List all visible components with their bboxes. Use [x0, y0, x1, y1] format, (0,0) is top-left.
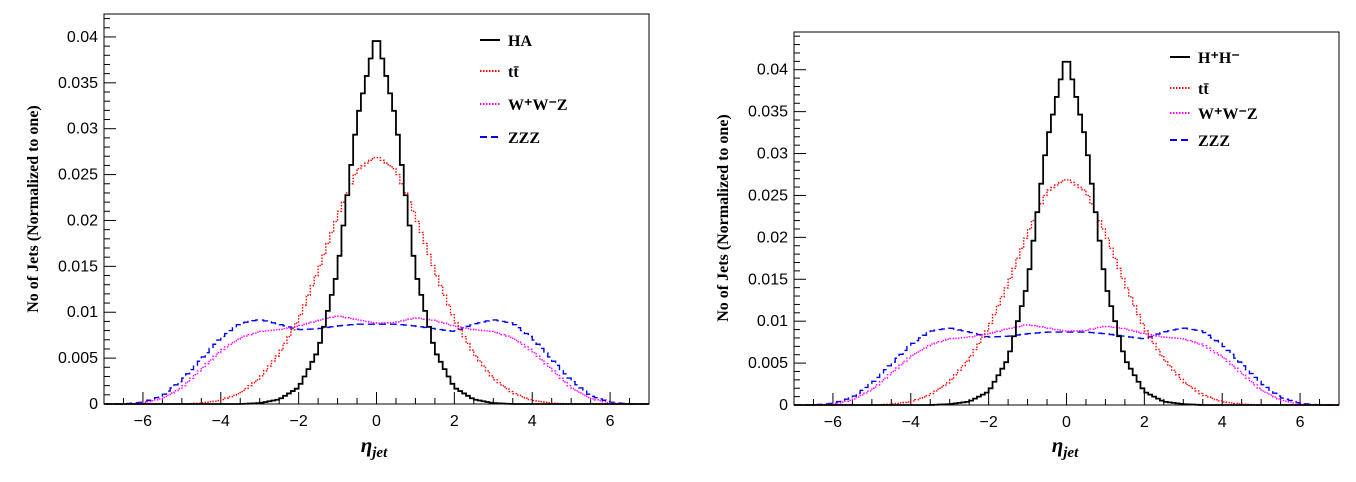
left-x-axis-label: ηjet: [361, 433, 388, 461]
left-x-tick-label: −4: [212, 413, 230, 430]
left-y-tick-label: 0.035: [58, 75, 98, 92]
left-series-line-0: [104, 40, 649, 405]
right-x-tick-label: −4: [902, 414, 920, 431]
right-y-tick-label: 0.03: [757, 146, 788, 163]
left-y-tick-label: 0.02: [67, 212, 98, 229]
left-y-tick-label: 0: [89, 396, 98, 413]
left-y-tick-label: 0.005: [58, 350, 98, 367]
left-y-ticks: 0 0.005 0.01 0.015 0.02 0.025 0.03 0.035 0.04: [58, 18, 116, 413]
right-series-line-1: [794, 179, 1339, 406]
right-x-tick-label: 0: [1062, 414, 1071, 431]
left-series-line-2: [104, 315, 649, 405]
right-legend-label-1: tt̄: [1198, 81, 1209, 98]
left-series-line-1: [104, 156, 649, 405]
left-series-line-3: [104, 319, 649, 405]
right-y-tick-label: 0.025: [748, 187, 788, 204]
left-legend-label-0: HA: [508, 33, 532, 50]
right-y-tick-label: 0.035: [748, 104, 788, 121]
left-y-axis-label: No of Jets (Normalized to one): [25, 105, 42, 313]
right-x-tick-label: 4: [1218, 414, 1227, 431]
left-y-tick-label: 0.015: [58, 258, 98, 275]
left-y-tick-label: 0.01: [67, 304, 98, 321]
right-y-tick-label: 0.01: [757, 313, 788, 330]
right-x-tick-label: −2: [980, 414, 998, 431]
right-legend-label-3: ZZZ: [1198, 133, 1230, 150]
right-legend-label-0: H⁺H⁻: [1198, 50, 1240, 67]
right-chart: 0 0.005 0.01 0.015 0.02 0.025 0.03 0.035 0.04 −6…: [715, 31, 1340, 461]
left-plot-frame: [103, 13, 650, 405]
left-x-tick-label: 2: [450, 413, 459, 430]
left-x-tick-label: −6: [134, 413, 152, 430]
left-legend-label-1: tt̄: [508, 64, 519, 81]
right-x-tick-label: 2: [1140, 414, 1149, 431]
right-legend: H⁺H⁻ tt̄ W⁺W⁻Z ZZZ: [1170, 50, 1258, 150]
right-legend-label-2: W⁺W⁻Z: [1198, 106, 1258, 123]
left-x-tick-label: 0: [372, 413, 381, 430]
right-series-line-0: [794, 60, 1339, 406]
left-y-tick-label: 0.025: [58, 167, 98, 184]
left-chart: 0 0.005 0.01 0.015 0.02 0.025 0.03 0.035 0.04 −6…: [25, 13, 650, 461]
right-x-ticks: −6 −4 −2 0 2 4 6: [793, 393, 1340, 431]
right-series-line-2: [794, 324, 1339, 406]
left-x-tick-label: 6: [606, 413, 615, 430]
right-y-tick-label: 0.005: [748, 355, 788, 372]
left-legend: HA tt̄ W⁺W⁻Z ZZZ: [480, 33, 568, 147]
right-y-tick-label: 0.02: [757, 229, 788, 246]
right-y-axis-label: No of Jets (Normalized to one): [715, 114, 732, 322]
right-x-axis-label: ηjet: [1052, 433, 1079, 461]
left-legend-label-2: W⁺W⁻Z: [508, 97, 568, 114]
right-x-axis-label-main: η: [1052, 433, 1064, 457]
right-y-tick-label: 0: [779, 397, 788, 414]
left-x-axis-label-subscript: jet: [370, 445, 388, 461]
left-y-tick-label: 0.04: [67, 29, 98, 46]
right-y-ticks: 0 0.005 0.01 0.015 0.02 0.025 0.03 0.035 0.04: [748, 35, 806, 414]
right-series: [794, 60, 1339, 406]
right-x-tick-label: 6: [1296, 414, 1305, 431]
left-y-tick-label: 0.03: [67, 121, 98, 138]
left-x-ticks: −6 −4 −2 0 2 4 6: [103, 392, 650, 430]
right-x-axis-label-subscript: jet: [1061, 445, 1079, 461]
left-x-axis-label-main: η: [361, 433, 373, 457]
left-legend-label-3: ZZZ: [508, 130, 540, 147]
left-x-tick-label: −2: [290, 413, 308, 430]
right-y-tick-label: 0.04: [757, 62, 788, 79]
right-plot-frame: [793, 31, 1340, 406]
left-series: [104, 40, 649, 405]
right-series-line-3: [794, 327, 1339, 406]
right-y-tick-label: 0.015: [748, 271, 788, 288]
right-x-tick-label: −6: [824, 414, 842, 431]
left-x-tick-label: 4: [528, 413, 537, 430]
